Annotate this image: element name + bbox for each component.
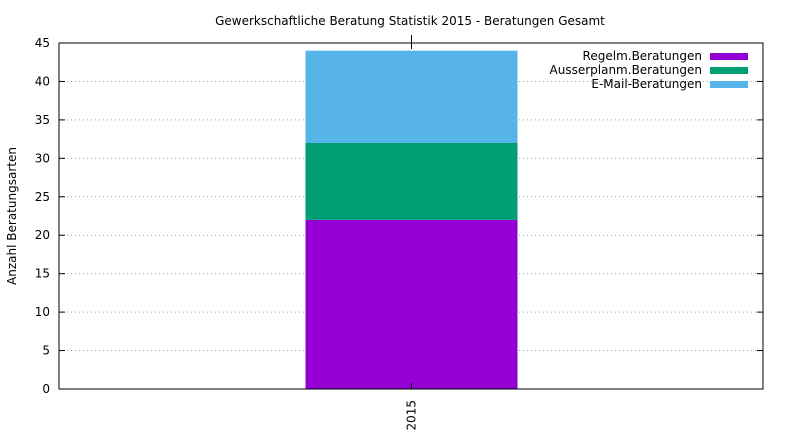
y-tick-label: 10 (35, 305, 50, 319)
legend-swatch (710, 81, 748, 88)
legend: Regelm.BeratungenAusserplanm.BeratungenE… (550, 49, 748, 91)
y-tick-label: 15 (35, 267, 50, 281)
x-tick-label: 2015 (405, 400, 419, 431)
bar-segment (305, 219, 518, 389)
y-tick-label: 20 (35, 228, 50, 242)
legend-swatch (710, 53, 748, 60)
legend-label: Regelm.Beratungen (583, 49, 702, 63)
y-tick-label: 35 (35, 113, 50, 127)
y-tick-label: 40 (35, 74, 50, 88)
legend-label: E-Mail-Beratungen (591, 77, 702, 91)
bar-segment (305, 142, 518, 220)
y-axis-label: Anzahl Beratungsarten (5, 147, 19, 285)
bars (305, 50, 518, 389)
legend-label: Ausserplanm.Beratungen (550, 63, 702, 77)
y-tick-label: 30 (35, 151, 50, 165)
y-tick-label: 5 (42, 344, 50, 358)
y-tick-label: 25 (35, 190, 50, 204)
y-tick-label: 0 (42, 382, 50, 396)
legend-swatch (710, 67, 748, 74)
y-tick-label: 45 (35, 36, 50, 50)
axes: 0 5 10 15 20 25 30 35 40 45 2015 (35, 35, 763, 431)
chart-title: Gewerkschaftliche Beratung Statistik 201… (215, 14, 605, 28)
bar-segment (305, 50, 518, 143)
